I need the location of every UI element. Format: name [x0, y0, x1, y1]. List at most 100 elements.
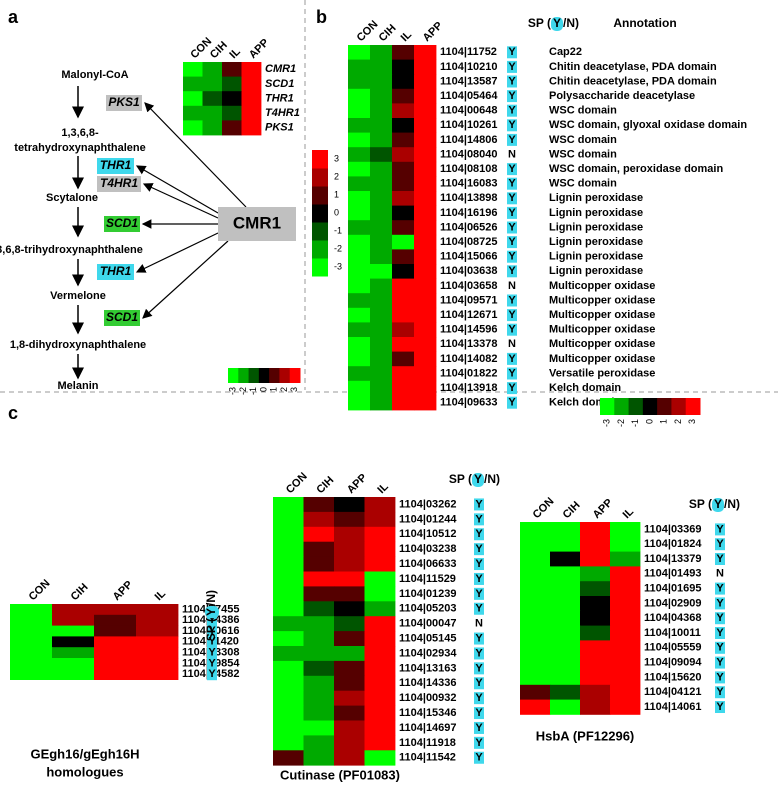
sp-highlight [474, 677, 484, 690]
heatmap-cell [273, 526, 304, 543]
sp-value: Y [208, 636, 216, 648]
heatmap-cell [334, 511, 365, 528]
sp-highlight [715, 582, 725, 595]
heatmap-cell [550, 670, 581, 686]
enzyme: SCD1 [106, 310, 138, 324]
heatmap-cell [334, 735, 365, 751]
heatmap-cell [392, 59, 415, 75]
heatmap-cell [348, 337, 371, 352]
colorbar-swatch [312, 168, 328, 187]
heatmap-cell [136, 647, 179, 659]
heatmap-cell [303, 571, 335, 587]
heatmap-cell [136, 636, 179, 648]
heatmap-cell [334, 556, 365, 572]
sp-highlight [715, 656, 725, 669]
column-label: IL [227, 46, 243, 62]
heatmap-cell [334, 720, 365, 736]
sp-header: SP (Y/N) [689, 497, 740, 512]
heatmap-cell [580, 551, 611, 567]
row-label: 1104|01695 [644, 583, 702, 595]
heatmap-cell [94, 614, 137, 626]
annotation: WSC domain [549, 148, 617, 160]
sp-highlight [715, 701, 725, 713]
annotation: Lignin peroxidase [549, 207, 643, 219]
colorbar-swatch [238, 368, 250, 383]
sp-highlight [207, 646, 217, 659]
sp-highlight [507, 90, 517, 103]
colorbar-swatch [642, 398, 658, 415]
heatmap-cell [520, 640, 551, 656]
row-label: 1104|03638 [440, 265, 498, 277]
column-label: CIH [314, 474, 336, 496]
heatmap-cell [392, 351, 415, 367]
column-label: IL [153, 588, 169, 604]
heatmap-cell [273, 541, 304, 557]
heatmap-cell [273, 497, 304, 513]
sp-highlight [507, 104, 517, 117]
sp-highlight [715, 538, 725, 551]
heatmap-cell [364, 675, 396, 692]
heatmap-cell [94, 647, 137, 659]
enzyme: T4HR1 [100, 176, 138, 190]
colorbar-label: -3 [602, 419, 612, 427]
heatmap-cell [580, 655, 611, 671]
heatmap-cell [414, 74, 437, 90]
heatmap-cell [414, 278, 437, 294]
heatmap-cell [520, 551, 551, 567]
colorbar-swatch [228, 368, 239, 383]
heatmap-cell [241, 91, 262, 107]
heatmap-cell [273, 631, 304, 647]
heatmap-cell [370, 132, 393, 148]
regulation-arrow [135, 232, 219, 273]
heatmap-cell [550, 522, 581, 538]
colorbar-label: -2 [616, 419, 626, 427]
regulation-arrow [142, 183, 219, 219]
colorbar-label: 1 [659, 419, 669, 424]
sp-highlight [207, 668, 217, 681]
heatmap-cell [580, 625, 611, 641]
compound: ,3,6,8-trihydroxynaphthalene [0, 244, 143, 256]
heatmap-cell [414, 307, 437, 323]
sp-header: SP (Y/N) [449, 472, 500, 487]
sp-value: Y [716, 642, 724, 654]
sp-value: Y [508, 251, 516, 263]
heatmap-cell [183, 120, 203, 136]
heatmap-cell [348, 380, 371, 396]
heatmap-cell [10, 604, 53, 616]
heatmap-cell [334, 541, 365, 557]
heatmap-cell [414, 176, 437, 192]
heatmap-cell [303, 556, 335, 572]
column-label: CON [355, 18, 381, 44]
annotation: Lignin peroxidase [549, 265, 643, 277]
heatmap-cell [364, 631, 396, 647]
regulator-box [218, 207, 296, 241]
heatmap-cell [10, 625, 53, 637]
heatmap-cell [392, 118, 415, 133]
colorbar-label: 3 [687, 419, 697, 424]
heatmap-cell [334, 660, 365, 677]
enzyme-box [97, 264, 134, 280]
heatmap-cell [303, 541, 335, 557]
row-label: 1104|05464 [440, 90, 498, 102]
heatmap-cell [370, 395, 393, 411]
annotation: Chitin deacetylase, PDA domain [549, 61, 717, 73]
sp-highlight [474, 572, 484, 585]
heatmap-cell [303, 511, 335, 528]
heatmap-cell [414, 205, 437, 221]
row-label: 1104|06526 [440, 221, 498, 233]
heatmap-cell [414, 147, 437, 163]
heatmap-cell [273, 660, 304, 677]
sp-highlight [715, 523, 725, 536]
sp-value: Y [508, 367, 516, 379]
colorbar-label: 2 [279, 387, 289, 392]
heatmap-cell [241, 62, 262, 77]
heatmap-cell [392, 161, 415, 177]
sp-highlight [507, 192, 517, 205]
row-label: CMR1 [265, 63, 296, 75]
sp-value: Y [508, 119, 516, 131]
heatmap-cell [303, 586, 335, 602]
heatmap-cell [550, 610, 581, 626]
sp-value: Y [508, 294, 516, 306]
sp-highlight [507, 294, 517, 307]
annotation: Lignin peroxidase [549, 251, 643, 263]
